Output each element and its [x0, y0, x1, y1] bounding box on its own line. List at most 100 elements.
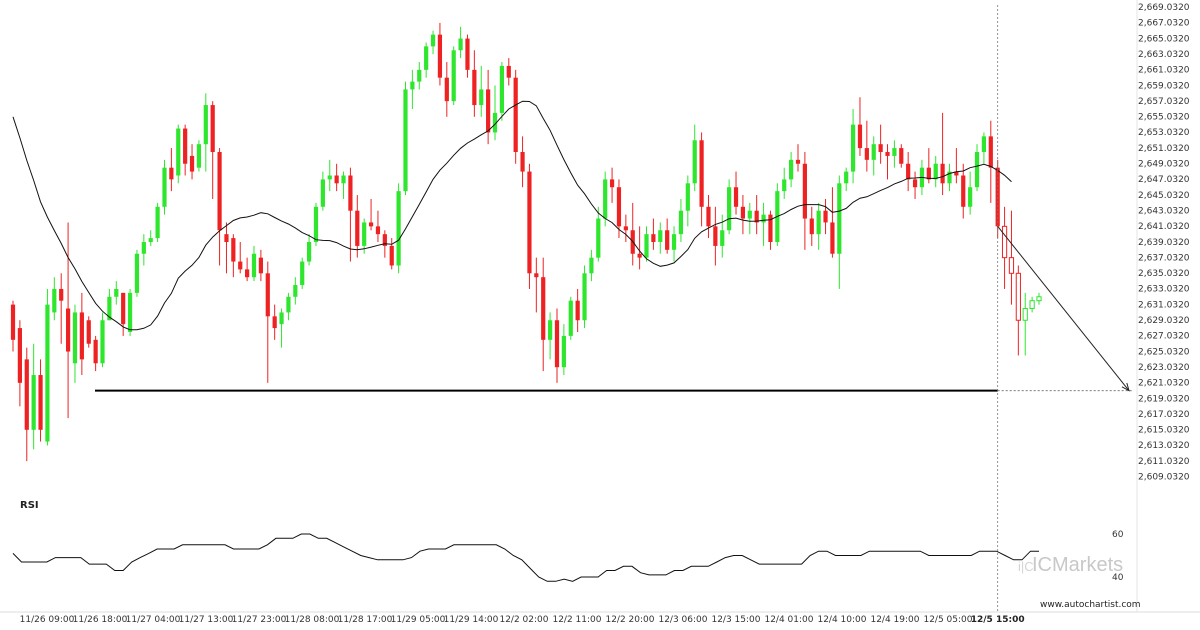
candle-body: [616, 187, 622, 227]
time-tick-label: 12/4 19:00: [870, 615, 919, 625]
candle-body: [561, 335, 566, 368]
candle-body: [155, 206, 160, 239]
price-tick-label: 2,669.0320: [1138, 3, 1190, 13]
candle-body: [24, 359, 29, 430]
candle-body: [17, 328, 22, 383]
price-tick-label: 2,629.0320: [1138, 316, 1190, 326]
candle-body: [761, 214, 766, 223]
candle-body: [403, 89, 408, 192]
candle-body: [424, 46, 429, 70]
candle-body: [272, 316, 277, 329]
price-tick-label: 2,623.0320: [1138, 363, 1190, 373]
rsi-level-label: 60: [1112, 530, 1124, 540]
candle-body: [210, 105, 215, 153]
candle-body: [148, 238, 153, 243]
candle-body: [65, 308, 71, 352]
projection-arrow-line: [997, 226, 1130, 391]
time-tick-label: 12/4 10:00: [817, 615, 866, 625]
candle-body: [527, 171, 532, 274]
candle-body: [1015, 272, 1021, 321]
candle-body: [479, 89, 484, 106]
candle-body: [286, 296, 291, 313]
price-tick-label: 2,617.0320: [1138, 410, 1190, 420]
brand-watermark-prefix: i|C: [1018, 559, 1034, 574]
candle-body: [458, 38, 463, 51]
price-tick-label: 2,621.0320: [1138, 379, 1190, 389]
candle-body: [665, 230, 670, 250]
candle-body: [59, 288, 64, 301]
candle-body: [720, 230, 725, 246]
price-tick-label: 2,609.0320: [1138, 473, 1190, 483]
price-tick-label: 2,647.0320: [1138, 175, 1190, 185]
ma-line: [12, 100, 1012, 331]
candle-body: [548, 320, 553, 340]
candle-body: [603, 179, 608, 219]
candle-body: [176, 128, 181, 176]
price-tick-label: 2,657.0320: [1138, 97, 1190, 107]
candle-body: [513, 77, 518, 153]
candle-body: [107, 296, 112, 321]
candle-body: [417, 69, 422, 82]
candle-body: [1001, 225, 1008, 259]
price-tick-label: 2,635.0320: [1138, 269, 1190, 279]
candle-body: [492, 112, 498, 133]
candle-body: [121, 292, 126, 325]
candle-body: [196, 144, 202, 168]
rsi-panel: 60 40: [12, 530, 1124, 583]
time-tick-label: 11/26 18:00: [73, 615, 128, 625]
candle-body: [238, 261, 243, 270]
price-tick-label: 2,661.0320: [1138, 66, 1190, 76]
candle-body: [499, 65, 504, 113]
time-tick-label: 12/3 06:00: [658, 615, 707, 625]
pattern-overlay: [95, 5, 1132, 612]
time-tick-label: 12/2 20:00: [605, 615, 654, 625]
time-tick-label: 11/29 14:00: [444, 615, 499, 625]
candle-body: [968, 187, 973, 207]
time-tick-label: 12/2 11:00: [552, 615, 601, 625]
price-tick-label: 2,631.0320: [1138, 300, 1190, 310]
candle-body: [162, 167, 167, 207]
candle-body: [795, 159, 801, 164]
price-tick-label: 2,643.0320: [1138, 206, 1190, 216]
candle-body: [72, 312, 78, 364]
candle-body: [699, 140, 704, 207]
price-tick-label: 2,649.0320: [1138, 160, 1190, 170]
candle-body: [52, 288, 57, 313]
candle-body: [637, 253, 642, 258]
time-tick-label: 12/4 01:00: [764, 615, 813, 625]
price-tick-label: 2,639.0320: [1138, 238, 1190, 248]
candle-body: [251, 253, 257, 278]
candlestick-series: [10, 22, 1042, 462]
candle-body: [231, 238, 236, 262]
candle-body: [31, 375, 36, 430]
candle-body: [134, 253, 140, 293]
candle-body: [444, 77, 449, 102]
candle-body: [348, 175, 353, 211]
price-axis: 2,669.0320 2,667.0320 2,665.0320 2,663.0320…: [1136, 0, 1190, 612]
candle-body: [713, 226, 718, 246]
candle-body: [706, 206, 711, 227]
price-tick-label: 2,611.0320: [1138, 457, 1190, 467]
price-tick-label: 2,665.0320: [1138, 34, 1190, 44]
candle-body: [217, 152, 222, 231]
time-tick-label: 11/26 09:00: [20, 615, 75, 625]
candle-body: [947, 171, 952, 184]
rsi-level-label: 40: [1112, 573, 1124, 583]
candle-body: [486, 89, 491, 133]
price-tick-label: 2,645.0320: [1138, 191, 1190, 201]
candle-body: [830, 222, 835, 254]
candle-body: [864, 148, 869, 160]
candle-body: [127, 292, 133, 332]
candle-body: [954, 171, 959, 176]
time-tick-label: 12/5 05:00: [923, 615, 972, 625]
price-tick-label: 2,667.0320: [1138, 19, 1190, 29]
candle-body: [754, 210, 759, 223]
time-tick-label: 11/28 08:00: [285, 615, 340, 625]
candle-body: [685, 183, 690, 211]
candle-body: [789, 159, 794, 180]
watermark-url: www.autochartist.com: [1040, 600, 1141, 610]
rsi-line: [12, 533, 1039, 582]
candle-body: [472, 69, 477, 106]
price-tick-label: 2,625.0320: [1138, 347, 1190, 357]
